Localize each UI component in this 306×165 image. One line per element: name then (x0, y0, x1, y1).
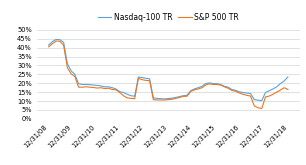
Nasdaq-100 TR (278, 83, 282, 85)
S&P 500 TR (256, 107, 260, 109)
Nasdaq-100 TR (151, 97, 155, 99)
Nasdaq-100 TR (286, 76, 290, 78)
Nasdaq-100 TR (54, 38, 58, 40)
S&P 500 TR (107, 87, 110, 89)
Legend: Nasdaq-100 TR, S&P 500 TR: Nasdaq-100 TR, S&P 500 TR (95, 10, 242, 25)
Nasdaq-100 TR (260, 100, 263, 102)
Line: Nasdaq-100 TR: Nasdaq-100 TR (49, 39, 288, 101)
Nasdaq-100 TR (107, 86, 110, 88)
S&P 500 TR (278, 89, 282, 91)
Nasdaq-100 TR (174, 97, 177, 99)
Nasdaq-100 TR (256, 99, 260, 101)
S&P 500 TR (47, 46, 50, 48)
S&P 500 TR (54, 40, 58, 42)
Nasdaq-100 TR (121, 92, 125, 94)
S&P 500 TR (260, 108, 263, 110)
S&P 500 TR (121, 95, 125, 97)
S&P 500 TR (174, 97, 177, 99)
Nasdaq-100 TR (47, 44, 50, 46)
S&P 500 TR (286, 88, 290, 90)
S&P 500 TR (151, 99, 155, 101)
Line: S&P 500 TR: S&P 500 TR (49, 41, 288, 109)
